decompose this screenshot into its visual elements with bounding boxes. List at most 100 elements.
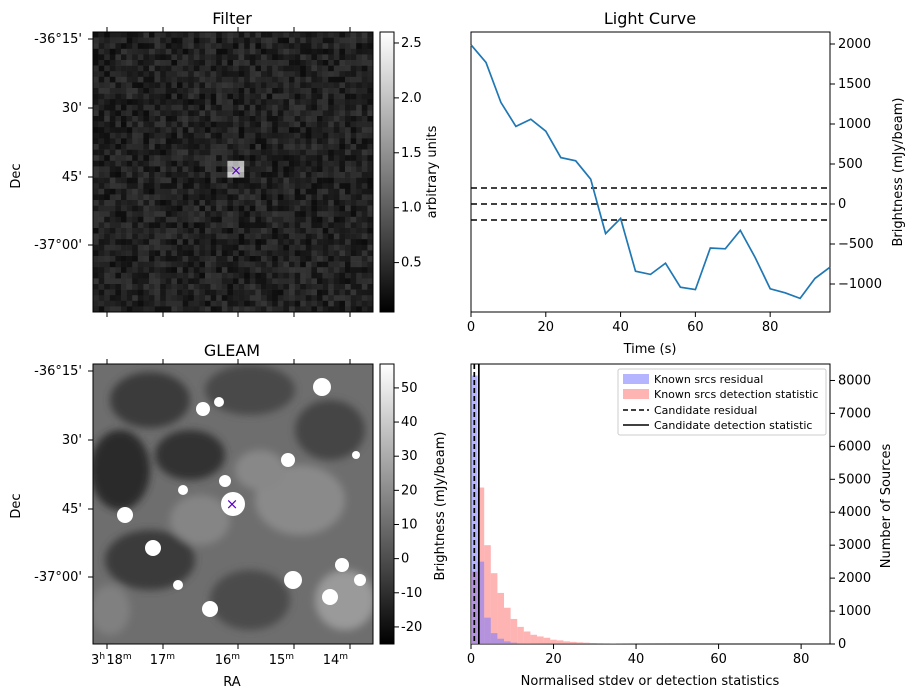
histogram-bar: [603, 643, 610, 644]
colorbar-tick-label: 40: [401, 415, 418, 430]
histogram-xlabel: Normalised stdev or detection statistics: [521, 674, 780, 689]
y-tick-label: 4000: [838, 505, 871, 520]
histogram-bar: [490, 633, 498, 644]
histogram-bar: [550, 639, 557, 644]
histogram-bar: [484, 545, 491, 644]
filter-colorbar: [379, 31, 395, 313]
legend-known-residual: Known srcs residual: [654, 373, 763, 386]
filter-ylabel: Dec: [9, 163, 24, 188]
x-tick-label: 20: [538, 320, 555, 335]
dec-tick-label: -36°15': [34, 364, 82, 379]
legend-known-detection: Known srcs detection statistic: [654, 388, 818, 401]
y-tick-label: 1000: [838, 117, 871, 132]
y-tick-label: 6000: [838, 439, 871, 454]
dec-tick-label: 30': [62, 101, 82, 116]
histogram-bar: [517, 626, 524, 644]
dec-tick-label: 45': [62, 502, 82, 517]
gleam-marker: ×: [226, 495, 239, 513]
ra-tick-label: 17m: [150, 652, 177, 668]
colorbar-tick-label: 30: [401, 449, 418, 464]
lightcurve-series-line: [470, 44, 831, 300]
y-tick-label: 0: [838, 637, 846, 652]
histogram-bar: [570, 641, 577, 644]
filter-colorbar-label: arbitrary units: [425, 125, 440, 218]
gleam-ylabel: Dec: [9, 493, 24, 518]
lightcurve-ylabel: Brightness (mJy/beam): [891, 98, 906, 247]
x-tick-label: 80: [793, 652, 810, 667]
dec-tick-label: -37°00': [34, 570, 82, 585]
gleam-colorbar-label: Brightness (mJy/beam): [433, 432, 448, 581]
legend-candidate-residual: Candidate residual: [654, 404, 757, 417]
filter-image: [93, 32, 374, 313]
ra-tick-label: 16m: [215, 652, 242, 668]
dec-tick-label: 30': [62, 433, 82, 448]
gleam-axis: -36°15' 30' 45' -37°00' 3h 18m 17m 16m 15m 1…: [34, 359, 351, 668]
y-tick-label: −500: [838, 237, 874, 252]
x-tick-label: 40: [628, 652, 645, 667]
histogram-bar: [477, 561, 485, 644]
x-tick-label: 80: [762, 320, 779, 335]
filter-panel: Filter -36°15' 30' 45' -37°00' Dec × 0.5 1.0…: [9, 9, 440, 317]
colorbar-tick-label: -20: [401, 620, 422, 635]
dec-tick-label: -37°00': [34, 238, 82, 253]
colorbar-tick-label: 10: [401, 517, 418, 532]
filter-colorbar-ticks: 0.5 1.0 1.5 2.0 2.5: [394, 36, 422, 271]
y-tick-label: 0: [838, 197, 846, 212]
histogram-bar: [596, 643, 604, 644]
x-tick-label: 40: [612, 320, 629, 335]
dec-tick-label: -36°15': [34, 32, 82, 47]
y-tick-label: 7000: [838, 406, 871, 421]
y-tick-label: 500: [838, 157, 863, 172]
y-tick-label: −1000: [838, 277, 882, 292]
colorbar-tick-label: -10: [401, 586, 422, 601]
histogram-panel: 0 20 40 60 80 0 1000 2000 3000 4000 5000 6000 7000 80…: [467, 363, 894, 689]
ra-tick-label: 3h 18m: [91, 652, 133, 668]
lightcurve-plot: 0 20 40 60 80 −1000 −500 0 500 1000 1500 2000: [467, 37, 882, 335]
histogram-bar: [510, 642, 518, 644]
y-tick-label: 2000: [838, 571, 871, 586]
x-tick-label: 60: [687, 320, 704, 335]
colorbar-tick-label: 0: [401, 552, 409, 567]
dec-tick-label: 45': [62, 170, 82, 185]
gleam-xlabel: RA: [223, 675, 241, 690]
y-tick-label: 8000: [838, 373, 871, 388]
histogram-bar: [589, 643, 597, 644]
colorbar-tick-label: 50: [401, 381, 418, 396]
y-tick-label: 5000: [838, 472, 871, 487]
gleam-colorbar-ticks: -20 -10 0 10 20 30 40 50: [394, 381, 422, 635]
colorbar-tick-label: 20: [401, 483, 418, 498]
y-tick-label: 1000: [838, 604, 871, 619]
filter-title: Filter: [212, 9, 252, 28]
histogram-bar: [504, 607, 511, 644]
lightcurve-title: Light Curve: [604, 9, 696, 28]
x-tick-label: 0: [467, 652, 475, 667]
legend-swatch-detection: [623, 389, 649, 399]
x-tick-label: 0: [467, 320, 475, 335]
histogram-legend: Known srcs residual Known srcs detection…: [617, 368, 827, 436]
histogram-bar: [510, 618, 518, 644]
histogram-ylabel: Number of Sources: [879, 444, 894, 569]
legend-swatch-residual: [623, 374, 649, 384]
lightcurve-xlabel: Time (s): [623, 342, 677, 357]
y-tick-label: 1500: [838, 77, 871, 92]
ra-tick-label: 14m: [323, 652, 350, 668]
histogram-bar: [517, 643, 524, 644]
y-tick-label: 3000: [838, 538, 871, 553]
histogram-bar: [497, 638, 505, 644]
histogram-bar: [530, 634, 538, 644]
histogram-bar: [504, 641, 511, 644]
ra-tick-label: 15m: [269, 652, 296, 668]
filter-axis: -36°15' 30' 45' -37°00': [34, 27, 351, 317]
colorbar-tick-label: 0.5: [401, 256, 422, 271]
histogram-bar: [523, 631, 531, 644]
y-tick-label: 2000: [838, 37, 871, 52]
histogram-bar: [563, 641, 571, 644]
histogram-bar: [537, 636, 544, 644]
gleam-colorbar: [379, 363, 395, 645]
gleam-panel: GLEAM: [9, 341, 448, 690]
x-tick-label: 20: [545, 652, 562, 667]
legend-candidate-detection: Candidate detection statistic: [654, 419, 812, 432]
histogram-bar: [576, 642, 584, 644]
histogram-bar: [497, 592, 505, 644]
